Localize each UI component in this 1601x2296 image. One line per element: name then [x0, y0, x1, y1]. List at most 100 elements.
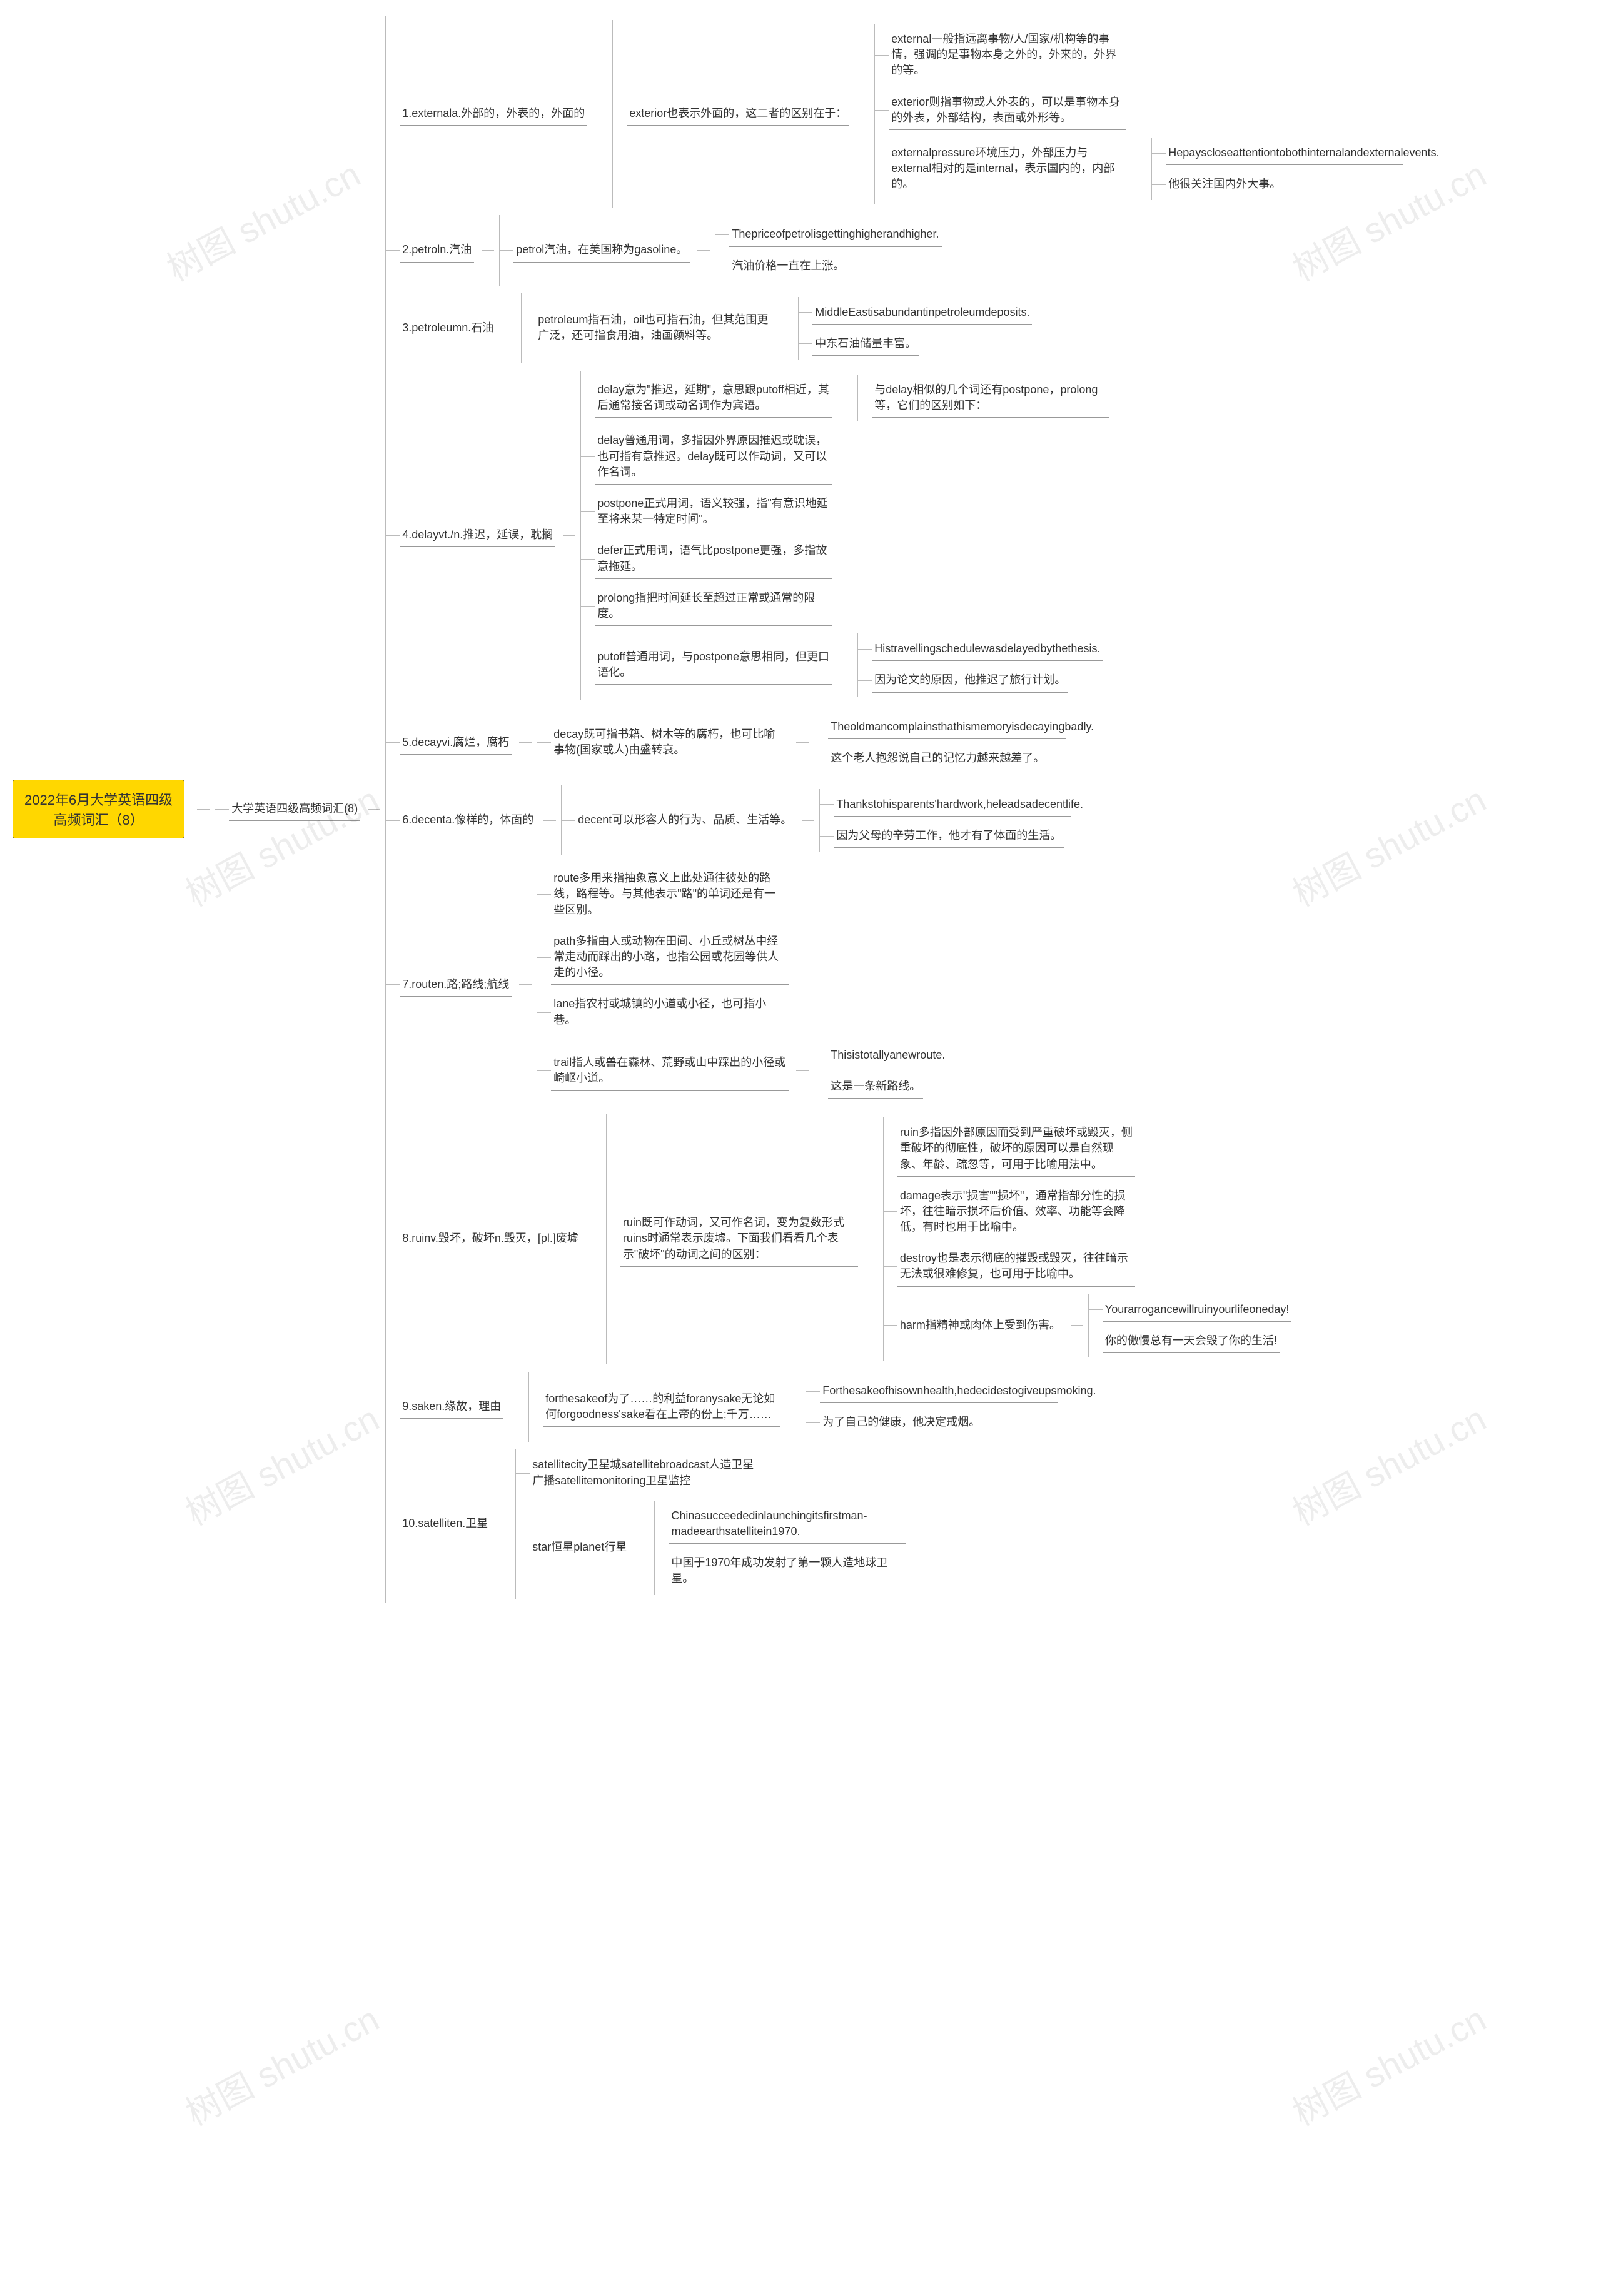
connector: [796, 1070, 809, 1071]
children-column: external一般指远离事物/人/国家/机构等的事情，强调的是事物本身之外的，…: [874, 24, 1411, 204]
children-column: 1.externala.外部的，外表的，外面的 exterior也表示外面的，这二…: [385, 16, 1411, 1603]
mindmap-node: postpone正式用词，语义较强，指"有意识地延至将来某一特定时间"。: [595, 492, 832, 531]
children-column: ruin多指因外部原因而受到严重破坏或毁灭，侧重破坏的彻底性，破坏的原因可以是自…: [883, 1117, 1300, 1361]
mindmap-node: destroy也是表示彻底的摧毁或毁灭，往往暗示无法或很难修复，也可用于比喻中。: [897, 1247, 1135, 1286]
child-row: 6.decenta.像样的，体面的 decent可以形容人的行为、品质、生活等。T…: [386, 785, 1411, 855]
mindmap-node: Theoldmancomplainsthathismemoryisdecayin…: [828, 715, 1066, 739]
child-row: lane指农村或城镇的小道或小径，也可指小巷。: [537, 992, 955, 1032]
child-row: 你的傲慢总有一天会毁了你的生活!: [1089, 1329, 1300, 1353]
child-row: 10.satelliten.卫星satellitecity卫星城satellit…: [386, 1449, 1411, 1598]
child-row: damage表示"损害""损坏"，通常指部分性的损坏，往往暗示损坏后价值、效率、…: [884, 1184, 1300, 1240]
mindmap-node: exterior也表示外面的，这二者的区别在于：: [627, 102, 849, 126]
mindmap-node: 中国于1970年成功发射了第一颗人造地球卫星。: [669, 1551, 906, 1591]
child-row: exterior则指事物或人外表的，可以是事物本身的外表，外部结构，表面或外形等…: [875, 91, 1411, 130]
children-column: Histravellingschedulewasdelayedbythethes…: [857, 633, 1110, 696]
root-node: 2022年6月大学英语四级高频词汇（8）: [13, 780, 184, 838]
mindmap-node: delay普通用词，多指因外界原因推迟或耽误，也可指有意推迟。delay既可以作…: [595, 429, 832, 485]
connector: [697, 250, 710, 251]
child-row: path多指由人或动物在田间、小丘或树丛中经常走动而踩出的小路，也指公园或花园等…: [537, 930, 955, 985]
child-row: ruin既可作动词，又可作名词，变为复数形式ruins时通常表示废墟。下面我们看…: [607, 1117, 1300, 1361]
child-row: defer正式用词，语气比postpone更强，多指故意拖延。: [581, 539, 1117, 578]
child-row: star恒星planet行星 Chinasucceededinlaunchingi…: [516, 1501, 914, 1595]
mindmap-node: 这是一条新路线。: [828, 1075, 923, 1099]
mindmap-node: 大学英语四级高频词汇(8): [229, 797, 360, 821]
connector: [482, 250, 494, 251]
child-row: externalpressure环境压力，外部压力与external相对的是in…: [875, 138, 1411, 200]
mindmap-node: 中东石油储量丰富。: [812, 332, 919, 356]
mindmap-node: Histravellingschedulewasdelayedbythethes…: [872, 637, 1103, 661]
child-row: Yourarrogancewillruinyourlifeoneday!: [1089, 1298, 1300, 1322]
connector: [1071, 1325, 1083, 1326]
mindmap-node: 汽油价格一直在上涨。: [729, 254, 847, 278]
mindmap-node: Thisistotallyanewroute.: [828, 1044, 947, 1067]
mindmap-node: 为了自己的健康，他决定戒烟。: [820, 1411, 982, 1434]
children-column: forthesakeof为了……的利益foranysake无论如何forgood…: [528, 1372, 1065, 1442]
mindmap-node: trail指人或兽在森林、荒野或山中踩出的小径或崎岖小道。: [551, 1051, 789, 1090]
mindmap-node: MiddleEastisabundantinpetroleumdeposits.: [812, 301, 1032, 325]
connector: [197, 809, 210, 810]
mindmap-node: 1.externala.外部的，外表的，外面的: [400, 102, 587, 126]
mindmap-node: 7.routen.路;路线;航线: [400, 973, 512, 997]
child-row: harm指精神或肉体上受到伤害。 Yourarrogancewillruinyou…: [884, 1294, 1300, 1357]
mindmap-node: externalpressure环境压力，外部压力与external相对的是in…: [889, 141, 1126, 197]
child-row: Thisistotallyanewroute.: [814, 1044, 955, 1067]
child-row: MiddleEastisabundantinpetroleumdeposits.: [799, 301, 1039, 325]
mindmap-node: Chinasucceededinlaunchingitsfirstman-mad…: [669, 1504, 906, 1544]
children-column: Theoldmancomplainsthathismemoryisdecayin…: [814, 712, 1073, 774]
mindmap-node: ruin既可作动词，又可作名词，变为复数形式ruins时通常表示废墟。下面我们看…: [620, 1211, 858, 1267]
mindmap-node: Hepayscloseattentiontobothinternalandext…: [1166, 141, 1403, 165]
mindmap-node: star恒星planet行星: [530, 1536, 629, 1559]
child-row: exterior也表示外面的，这二者的区别在于： external一般指远离事物/…: [613, 24, 1411, 204]
mindmap-node: harm指精神或肉体上受到伤害。: [897, 1314, 1063, 1337]
child-row: ruin多指因外部原因而受到严重破坏或毁灭，侧重破坏的彻底性，破坏的原因可以是自…: [884, 1121, 1300, 1177]
child-row: 他很关注国内外大事。: [1152, 173, 1411, 196]
mindmap-node: Thepriceofpetrolisgettinghigherandhigher…: [729, 223, 941, 246]
mindmap-node: Thankstohisparents'hardwork,heleadsadece…: [834, 793, 1071, 817]
mindmap-node: 你的傲慢总有一天会毁了你的生活!: [1103, 1329, 1280, 1353]
children-column: Thisistotallyanewroute. 这是一条新路线。: [814, 1040, 955, 1102]
child-row: 1.externala.外部的，外表的，外面的 exterior也表示外面的，这二…: [386, 20, 1411, 208]
mindmap-node: lane指农村或城镇的小道或小径，也可指小巷。: [551, 992, 789, 1032]
child-row: 这是一条新路线。: [814, 1075, 955, 1099]
child-row: forthesakeof为了……的利益foranysake无论如何forgood…: [529, 1376, 1065, 1438]
child-row: 因为父母的辛劳工作，他才有了体面的生活。: [820, 824, 1079, 848]
connector: [519, 984, 532, 985]
mindmap-node: 这个老人抱怨说自己的记忆力越来越差了。: [828, 747, 1047, 770]
children-column: satellitecity卫星城satellitebroadcast人造卫星广播…: [515, 1449, 914, 1598]
mindmap-node: 因为父母的辛劳工作，他才有了体面的生活。: [834, 824, 1064, 848]
mindmap-node: forthesakeof为了……的利益foranysake无论如何forgood…: [543, 1387, 780, 1427]
child-row: 汽油价格一直在上涨。: [715, 254, 949, 278]
child-row: decent可以形容人的行为、品质、生活等。Thankstohisparents…: [562, 789, 1079, 852]
children-column: Thankstohisparents'hardwork,heleadsadece…: [819, 789, 1079, 852]
mindmap-node: 6.decenta.像样的，体面的: [400, 808, 536, 832]
child-row: route多用来指抽象意义上此处通往彼处的路线，路程等。与其他表示"路"的单词还…: [537, 867, 955, 922]
children-column: decay既可指书籍、树木等的腐朽，也可比喻事物(国家或人)由盛转衰。 Theol…: [537, 708, 1073, 778]
mindmap-root-container: 2022年6月大学英语四级高频词汇（8） 大学英语四级高频词汇(8) 1.exte…: [13, 13, 1588, 1606]
mindmap-node: satellitecity卫星城satellitebroadcast人造卫星广播…: [530, 1453, 767, 1493]
children-column: petroleum指石油，oil也可指石油，但其范围更广泛，还可指食用油，油画颜…: [521, 293, 1039, 363]
mindmap-node: path多指由人或动物在田间、小丘或树丛中经常走动而踩出的小路，也指公园或花园等…: [551, 930, 789, 985]
connector: [563, 535, 575, 536]
child-row: petroleum指石油，oil也可指石油，但其范围更广泛，还可指食用油，油画颜…: [522, 297, 1039, 360]
child-row: 与delay相似的几个词还有postpone，prolong等，它们的区别如下：: [858, 378, 1117, 418]
mindmap-node: exterior则指事物或人外表的，可以是事物本身的外表，外部结构，表面或外形等…: [889, 91, 1126, 130]
children-column: petrol汽油，在美国称为gasoline。Thepriceofpetroli…: [499, 215, 949, 285]
mindmap-node: 8.ruinv.毁坏，破坏n.毁灭，[pl.]废墟: [400, 1227, 581, 1251]
child-row: Thankstohisparents'hardwork,heleadsadece…: [820, 793, 1079, 817]
mindmap-node: decay既可指书籍、树木等的腐朽，也可比喻事物(国家或人)由盛转衰。: [551, 723, 789, 762]
mindmap-node: 因为论文的原因，他推迟了旅行计划。: [872, 668, 1068, 692]
child-row: 中东石油储量丰富。: [799, 332, 1039, 356]
child-row: petrol汽油，在美国称为gasoline。Thepriceofpetroli…: [500, 219, 949, 281]
child-row: 5.decayvi.腐烂，腐朽 decay既可指书籍、树木等的腐朽，也可比喻事物(…: [386, 708, 1411, 778]
child-row: 中国于1970年成功发射了第一颗人造地球卫星。: [655, 1551, 914, 1591]
mindmap-node: 5.decayvi.腐烂，腐朽: [400, 731, 512, 755]
mindmap-node: route多用来指抽象意义上此处通往彼处的路线，路程等。与其他表示"路"的单词还…: [551, 867, 789, 922]
mindmap-node: damage表示"损害""损坏"，通常指部分性的损坏，往往暗示损坏后价值、效率、…: [897, 1184, 1135, 1240]
child-row: 8.ruinv.毁坏，破坏n.毁灭，[pl.]废墟 ruin既可作动词，又可作名词…: [386, 1114, 1411, 1364]
children-column: route多用来指抽象意义上此处通往彼处的路线，路程等。与其他表示"路"的单词还…: [537, 863, 955, 1106]
child-row: Hepayscloseattentiontobothinternalandext…: [1152, 141, 1411, 165]
child-row: Thepriceofpetrolisgettinghigherandhigher…: [715, 223, 949, 246]
child-row: delay意为"推迟，延期"，意思跟putoff相近，其后通常接名词或动名词作为…: [581, 375, 1117, 421]
mindmap-node: 3.petroleumn.石油: [400, 316, 496, 340]
child-row: delay普通用词，多指因外界原因推迟或耽误，也可指有意推迟。delay既可以作…: [581, 429, 1117, 485]
